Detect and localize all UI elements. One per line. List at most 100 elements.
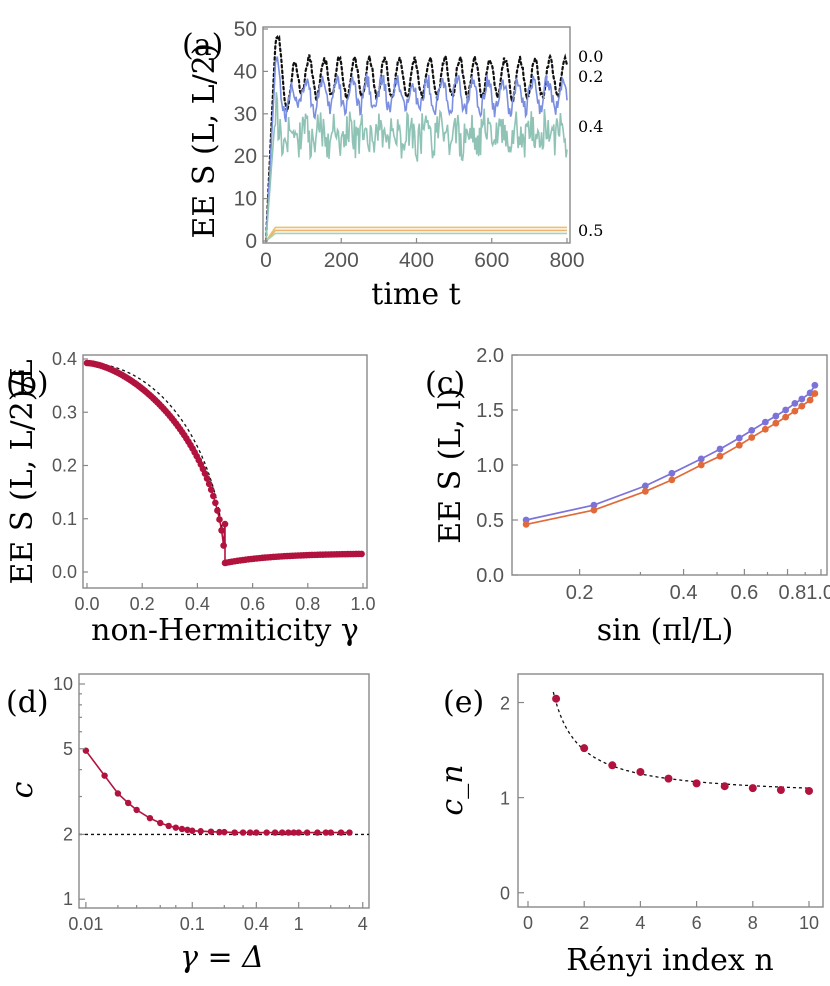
plot-frame-e (517, 673, 824, 908)
data-point (692, 779, 701, 788)
data-point (189, 827, 196, 834)
data-point-upper (761, 418, 769, 426)
data-point (337, 829, 345, 836)
data-point (608, 761, 617, 770)
y-tick-label: 1 (500, 789, 510, 809)
y-tick-label: 30 (234, 103, 257, 126)
y-axis-label-b: EE S (L, L/2)/L (5, 359, 40, 584)
x-tick-label: 0.81.0 (778, 582, 830, 604)
data-point-upper (811, 381, 819, 389)
data-point (146, 814, 154, 822)
y-tick-label: 1.0 (476, 455, 504, 477)
curve-label-0.4: 0.4 (578, 117, 603, 136)
data-layer-b (83, 359, 365, 567)
x-tick-label: 0.6 (240, 594, 265, 614)
curve-label-0.2: 0.2 (578, 67, 603, 86)
data-point-lower (761, 425, 769, 433)
data-point (220, 542, 227, 549)
x-axis-label-c: sin (πl/L) (597, 613, 734, 648)
y-tick-label: 0.2 (52, 456, 77, 476)
data-point (231, 829, 238, 836)
plot-frame-b (82, 354, 368, 589)
data-point-lower (772, 419, 780, 427)
data-point (218, 527, 225, 534)
x-axis-label-d: γ = Δ (180, 940, 264, 975)
data-point (207, 828, 215, 835)
y-tick-label: 0.3 (52, 402, 77, 422)
y-axis-label-a: EE S (L, L/2) (187, 44, 222, 239)
panel-label-e: (e) (443, 685, 484, 720)
data-point-lower (782, 413, 790, 421)
data-point (205, 480, 213, 488)
data-point-upper (590, 501, 598, 509)
data-point (263, 829, 270, 836)
y-tick-label: 10 (234, 188, 257, 211)
data-point-upper (641, 482, 649, 490)
x-tick-label: 0.0 (74, 594, 99, 614)
x-tick-label: 0.4 (185, 594, 210, 614)
data-point (125, 799, 132, 807)
ticks-a: 0 200 400 600 800 0 10 20 30 40 50 (234, 18, 585, 272)
data-point (580, 744, 589, 753)
data-point (216, 828, 223, 836)
x-tick-label: 0 (523, 913, 533, 933)
data-point-upper (735, 434, 743, 442)
data-point (776, 786, 785, 795)
plot-frame-d (78, 673, 370, 909)
data-layer-e (552, 691, 813, 795)
y-tick-label: 0.0 (476, 565, 504, 587)
series-line-upper (525, 384, 816, 521)
y-tick-label: 0.5 (476, 510, 504, 532)
data-point (216, 516, 223, 523)
data-point (278, 829, 286, 836)
data-point-lower (811, 390, 819, 397)
data-point (201, 470, 209, 477)
data-point (290, 829, 298, 836)
curve-label-0.5: 0.5 (578, 221, 603, 240)
y-tick-label: 20 (234, 145, 257, 168)
x-tick-label: 4 (635, 913, 645, 933)
x-tick-label: 0.8 (295, 594, 320, 614)
data-point (664, 774, 673, 783)
y-tick-label: 5 (63, 739, 73, 759)
fit-curve (552, 691, 809, 789)
panel-label-d: (d) (6, 685, 49, 720)
data-point (720, 782, 729, 791)
y-tick-label: 40 (234, 60, 257, 83)
series-line-0.4 (265, 92, 568, 242)
panel-label-c: (c) (425, 366, 465, 401)
data-point (285, 829, 292, 836)
series-line-0.5 (265, 226, 567, 242)
x-tick-label: 0.01 (68, 914, 103, 934)
data-point-lower (806, 396, 814, 404)
data-line (85, 750, 350, 834)
x-tick-label: 1 (294, 914, 304, 934)
data-point-lower (668, 476, 676, 484)
data-point (346, 829, 353, 836)
data-point (207, 486, 215, 493)
panel-label-a: (a) (182, 28, 223, 63)
y-tick-label: 2 (500, 694, 510, 714)
data-point-lower (522, 521, 530, 528)
data-point (303, 829, 311, 836)
y-tick-label: 0.4 (52, 349, 77, 369)
data-point-lower (735, 441, 743, 449)
data-point (327, 829, 334, 836)
x-axis-label-b: non-Hermiticity γ (91, 613, 359, 648)
data-layer-c (522, 381, 819, 528)
data-point (203, 475, 211, 482)
x-tick-label: 800 (549, 249, 584, 272)
data-point (212, 499, 219, 507)
data-point (209, 492, 217, 500)
y-tick-label: 2 (63, 824, 73, 844)
data-point (172, 824, 179, 831)
data-point-lower (748, 434, 756, 441)
data-point-upper (798, 395, 806, 403)
series-line-lower (525, 393, 816, 526)
data-point-upper (697, 455, 705, 463)
y-tick-label: 0 (500, 884, 510, 904)
data-point (133, 806, 140, 814)
data-layer-d (79, 747, 369, 836)
data-layer-a (264, 34, 569, 243)
